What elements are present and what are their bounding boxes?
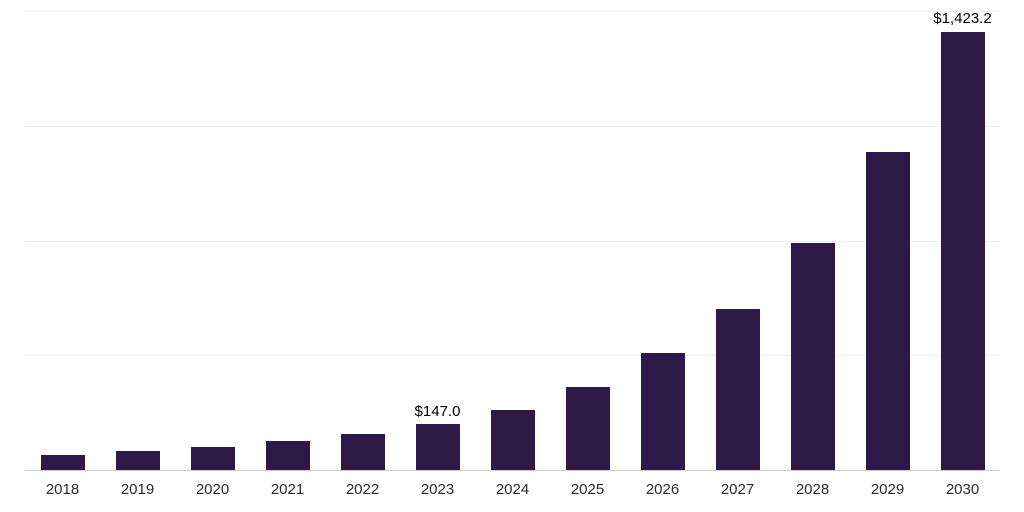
bar-2022 <box>340 434 385 470</box>
bar-column-2020 <box>175 11 250 470</box>
x-axis-label-2027: 2027 <box>720 481 755 498</box>
bar-2028 <box>790 243 835 470</box>
gridline <box>25 125 1000 127</box>
x-axis-label-2024: 2024 <box>495 481 530 498</box>
bar-column-2023: $147.0 <box>400 11 475 470</box>
gridline <box>25 355 1000 357</box>
x-axis-label-2026: 2026 <box>645 481 680 498</box>
x-axis-label-2020: 2020 <box>195 481 230 498</box>
bar-2025 <box>565 386 610 470</box>
x-axis: 2018 2019 2020 2021 2022 2023 2024 2025 2026 2027… <box>25 481 1000 498</box>
bar-2030 <box>940 31 985 470</box>
x-axis-label-2025: 2025 <box>570 481 605 498</box>
bar-column-2021 <box>250 11 325 470</box>
bar-2018 <box>40 455 85 470</box>
gridline <box>25 11 1000 12</box>
x-axis-label-2019: 2019 <box>120 481 155 498</box>
x-axis-label-2029: 2029 <box>870 481 905 498</box>
bar-2027 <box>715 308 760 470</box>
bar-column-2022 <box>325 11 400 470</box>
bar-column-2030: $1,423.2 <box>925 10 1000 470</box>
bar-2026 <box>640 352 685 470</box>
bar-column-2027 <box>700 11 775 470</box>
x-axis-label-2028: 2028 <box>795 481 830 498</box>
x-axis-label-2022: 2022 <box>345 481 380 498</box>
bar-value-label-2023: $147.0 <box>414 402 461 420</box>
bar-column-2025 <box>550 11 625 470</box>
bar-2020 <box>190 446 235 470</box>
plot-area: $147.0 $1,423.2 <box>25 10 1000 471</box>
bar-column-2019 <box>100 11 175 470</box>
bar-column-2029 <box>850 11 925 470</box>
gridline <box>25 240 1000 242</box>
bar-2019 <box>115 451 160 470</box>
bar-value-label-2030: $1,423.2 <box>933 10 992 27</box>
bar-column-2018 <box>25 11 100 470</box>
bar-column-2028 <box>775 11 850 470</box>
x-axis-label-2023: 2023 <box>420 481 455 498</box>
bar-2023 <box>415 424 460 470</box>
x-axis-label-2021: 2021 <box>270 481 305 498</box>
bar-series: $147.0 $1,423.2 <box>25 10 1000 470</box>
bar-2024 <box>490 410 535 470</box>
x-axis-label-2018: 2018 <box>45 481 80 498</box>
bar-2021 <box>265 440 310 470</box>
bar-column-2024 <box>475 11 550 470</box>
bar-column-2026 <box>625 11 700 470</box>
x-axis-label-2030: 2030 <box>945 481 980 498</box>
bar-2029 <box>865 152 910 470</box>
